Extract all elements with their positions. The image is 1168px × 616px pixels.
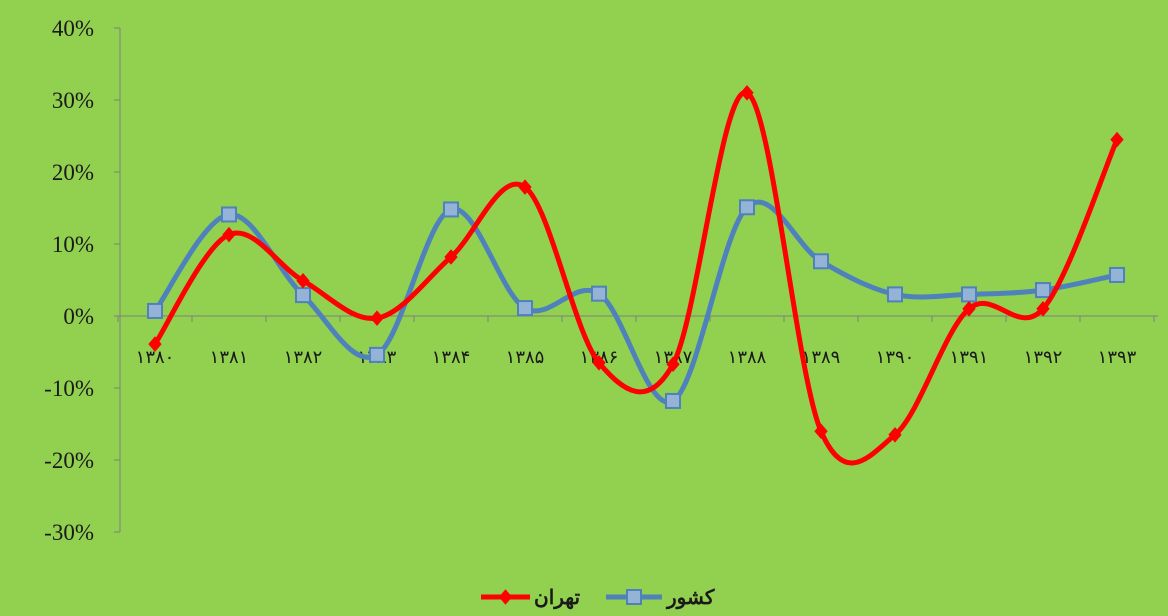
legend-label: کشور — [665, 587, 715, 610]
tehran-line — [152, 90, 1120, 466]
country-point — [517, 300, 533, 317]
series-tehran — [148, 85, 1124, 466]
country-point — [739, 199, 755, 216]
country-point — [443, 201, 459, 218]
country-point — [887, 286, 903, 303]
legend-marker — [626, 589, 642, 605]
tehran-point — [962, 301, 976, 317]
country-point — [1035, 282, 1051, 299]
legend-label: تهران — [534, 587, 580, 610]
x-tick-label: ۱۳۹۳ — [1098, 347, 1137, 367]
y-tick-label: 20% — [52, 160, 94, 185]
y-tick-label: -30% — [44, 520, 94, 545]
x-tick-label: ۱۳۸۱ — [210, 347, 249, 367]
tehran-point — [888, 427, 902, 443]
axes: 40% 30% 20% 10% 0% -10% -20% -30% ۱۳۸۰ ۱۳۸۱ ۱۳۸۲ ۱۳… — [44, 16, 1158, 545]
x-tick-label: ۱۳۹۲ — [1024, 347, 1063, 367]
country-point — [1109, 266, 1125, 283]
legend: کشور تهران — [481, 587, 715, 610]
tehran-point — [1110, 131, 1124, 148]
country-point — [961, 286, 977, 303]
x-tick-label: ۱۳۸۰ — [136, 347, 175, 367]
tehran-point — [814, 423, 828, 439]
y-tick-label: 30% — [52, 88, 94, 113]
country-point — [369, 346, 385, 363]
y-tick-label: -10% — [44, 376, 94, 401]
tehran-point — [518, 179, 532, 195]
country-point — [665, 392, 681, 409]
tehran-point — [222, 226, 236, 243]
tehran-point — [148, 336, 162, 352]
tehran-point — [444, 249, 458, 265]
legend-item-country: کشور — [606, 587, 715, 610]
y-tick-label: -20% — [44, 448, 94, 473]
legend-item-tehran: تهران — [481, 587, 580, 610]
country-point — [221, 206, 237, 223]
country-point — [295, 287, 311, 304]
tehran-point — [370, 310, 384, 326]
country-point — [591, 285, 607, 302]
x-tick-label: ۱۳۹۱ — [950, 347, 989, 367]
x-tick-label: ۱۳۸۴ — [432, 347, 471, 367]
legend-marker — [498, 589, 513, 605]
y-tick-label: 10% — [52, 232, 94, 257]
country-point — [147, 302, 163, 319]
x-tick-label: ۱۳۸۲ — [284, 347, 323, 367]
tehran-point — [666, 356, 680, 373]
y-tick-label: 0% — [63, 304, 94, 329]
tehran-point — [740, 85, 754, 101]
country-point — [813, 253, 829, 270]
tehran-point — [296, 272, 310, 289]
y-tick-label: 40% — [52, 16, 94, 41]
x-tick-label: ۱۳۸۹ — [802, 347, 841, 367]
x-tick-label: ۱۳۸۸ — [728, 347, 767, 367]
x-tick-label: ۱۳۸۵ — [506, 347, 545, 367]
tehran-point — [1036, 301, 1050, 317]
plot-series — [147, 85, 1125, 466]
x-tick-label: ۱۳۹۰ — [876, 347, 915, 367]
tehran-point — [592, 355, 606, 371]
series-country — [147, 199, 1125, 409]
